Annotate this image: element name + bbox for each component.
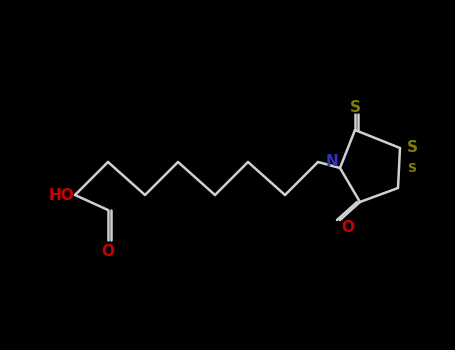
Text: O: O bbox=[342, 220, 354, 236]
Text: S: S bbox=[349, 100, 360, 116]
Text: N: N bbox=[326, 154, 339, 169]
Text: S: S bbox=[408, 161, 416, 175]
Text: S: S bbox=[406, 140, 418, 155]
Text: O: O bbox=[101, 245, 115, 259]
Text: HO: HO bbox=[49, 188, 75, 203]
